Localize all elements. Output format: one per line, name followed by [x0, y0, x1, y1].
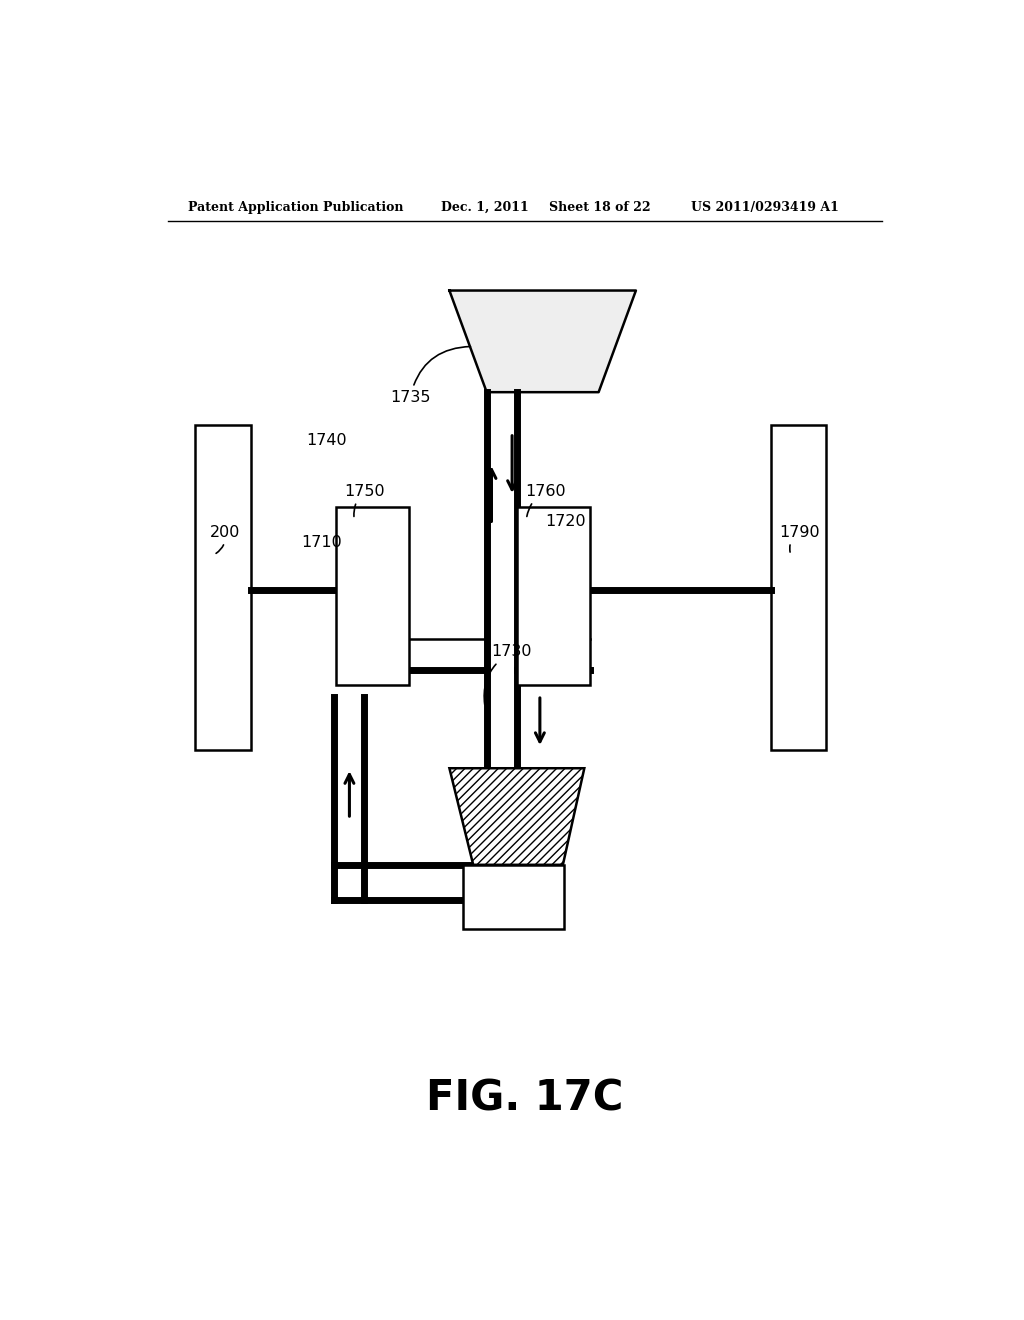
Bar: [196, 425, 251, 750]
Bar: [463, 865, 563, 929]
Text: 1750: 1750: [344, 484, 384, 516]
Text: Patent Application Publication: Patent Application Publication: [187, 201, 403, 214]
Text: Dec. 1, 2011: Dec. 1, 2011: [441, 201, 529, 214]
Text: 1760: 1760: [524, 484, 565, 516]
Polygon shape: [450, 768, 585, 865]
Text: 1790: 1790: [778, 524, 819, 552]
Text: 200: 200: [210, 524, 240, 553]
Text: 1710: 1710: [301, 535, 342, 549]
Text: US 2011/0293419 A1: US 2011/0293419 A1: [691, 201, 840, 214]
Text: Sheet 18 of 22: Sheet 18 of 22: [549, 201, 650, 214]
Text: 1740: 1740: [306, 433, 347, 447]
Polygon shape: [450, 290, 636, 392]
Text: 1720: 1720: [546, 515, 586, 529]
Text: 1735: 1735: [390, 346, 470, 405]
Bar: [771, 425, 826, 750]
Bar: [336, 507, 409, 685]
Bar: [517, 507, 590, 685]
Text: 1730: 1730: [484, 644, 532, 705]
Text: FIG. 17C: FIG. 17C: [426, 1077, 624, 1119]
